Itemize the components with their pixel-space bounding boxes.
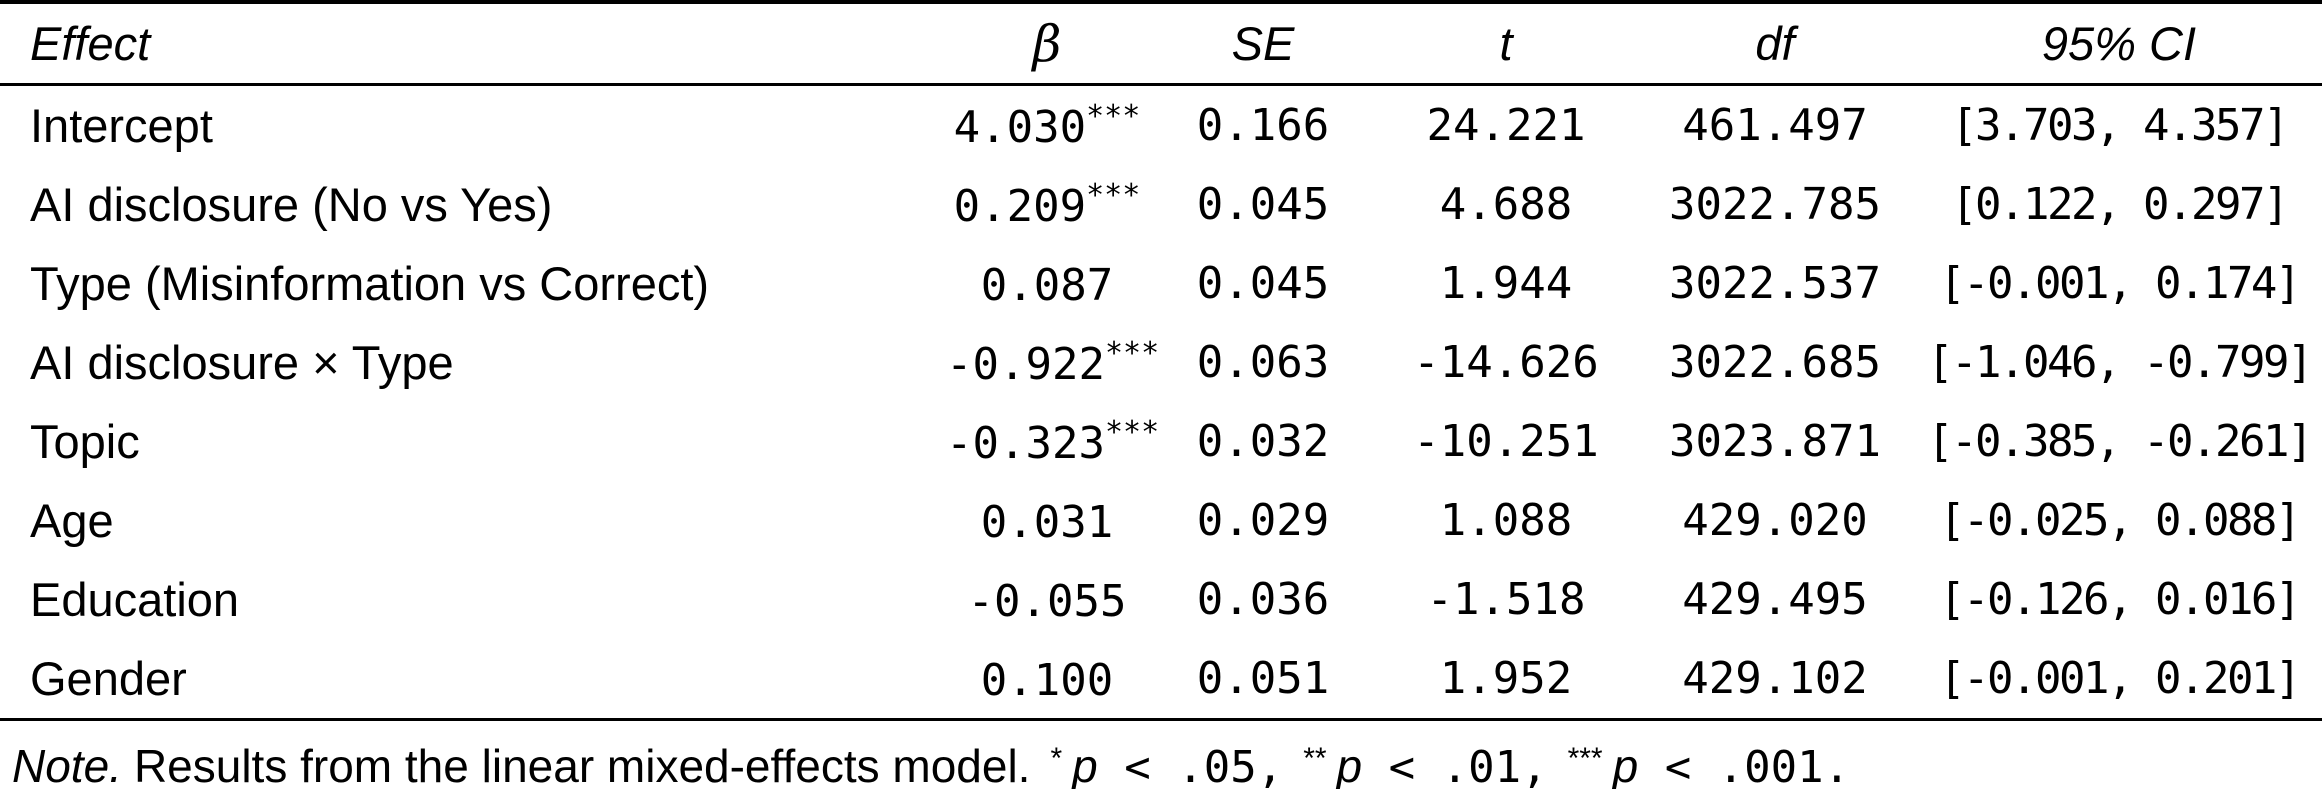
table-header: Effect β SE t df 95% CI (0, 2, 2322, 86)
beta-value: 4.030 (953, 101, 1087, 153)
p-threshold: < .01, (1362, 742, 1548, 789)
table-row: Gender 0.100 0.051 1.952 429.102 [-0.001… (0, 639, 2322, 720)
beta-value: 0.209 (953, 180, 1087, 232)
ci-cell: [0.122, 0.297] (1951, 179, 2289, 230)
se-cell: 0.045 (1196, 258, 1330, 309)
effect-cell: Gender (30, 652, 187, 705)
col-header-beta: β (946, 2, 1148, 86)
beta-value: 0.100 (980, 654, 1114, 706)
t-cell: 1.088 (1439, 495, 1573, 546)
sig-level-05: * p < .05, (1050, 740, 1283, 789)
table-row: Education -0.055 0.036 -1.518 429.495 [-… (0, 560, 2322, 639)
beta-cell: -0.323*** (946, 402, 1159, 481)
se-cell: 0.036 (1196, 574, 1330, 625)
t-cell: 4.688 (1439, 179, 1573, 230)
beta-value: 0.031 (980, 496, 1114, 548)
sig-stars: ** (1303, 742, 1327, 775)
col-header-df: df (1634, 2, 1916, 86)
p-threshold: < .05, (1097, 742, 1284, 789)
sig-stars: *** (1567, 742, 1603, 775)
table-note: Note. Results from the linear mixed-effec… (0, 731, 2322, 789)
se-cell: 0.063 (1196, 337, 1330, 388)
df-cell: 3022.685 (1669, 337, 1881, 388)
table-row: AI disclosure × Type -0.922*** 0.063 -14… (0, 323, 2322, 402)
table-body: Intercept 4.030*** 0.166 24.221 461.497 … (0, 85, 2322, 720)
beta-cell: -0.055 (946, 560, 1148, 639)
ci-cell: [-0.126, 0.016] (1939, 574, 2301, 625)
se-cell: 0.166 (1196, 100, 1330, 151)
t-cell: 24.221 (1426, 100, 1586, 151)
beta-value: -0.055 (967, 575, 1127, 627)
p-symbol: p (1612, 740, 1639, 789)
t-cell: -1.518 (1426, 574, 1586, 625)
df-cell: 461.497 (1682, 100, 1868, 151)
df-cell: 3022.785 (1669, 179, 1881, 230)
significance-stars: *** (1086, 177, 1141, 213)
note-label: Note. (12, 740, 122, 789)
effect-cell: Age (30, 494, 114, 547)
effect-cell: AI disclosure (No vs Yes) (30, 178, 553, 231)
table-row: AI disclosure (No vs Yes) 0.209*** 0.045… (0, 165, 2322, 244)
effect-cell: AI disclosure × Type (30, 336, 454, 389)
t-cell: -14.626 (1413, 337, 1599, 388)
beta-cell: 0.100 (946, 639, 1148, 720)
significance-stars: *** (1104, 335, 1160, 371)
ci-cell: [-0.025, 0.088] (1939, 495, 2301, 546)
effect-cell: Intercept (30, 99, 213, 152)
effect-cell: Type (Misinformation vs Correct) (30, 257, 710, 310)
table-row: Age 0.031 0.029 1.088 429.020 [-0.025, 0… (0, 481, 2322, 560)
beta-value: -0.922 (946, 338, 1105, 390)
header-row: Effect β SE t df 95% CI (0, 2, 2322, 86)
col-header-t: t (1378, 2, 1634, 86)
p-symbol: p (1336, 740, 1363, 789)
p-symbol: p (1072, 740, 1098, 789)
col-header-ci: 95% CI (1916, 2, 2322, 86)
col-header-effect: Effect (0, 2, 946, 86)
se-cell: 0.029 (1196, 495, 1330, 546)
t-cell: -10.251 (1413, 416, 1599, 467)
sig-level-01: ** p < .01, (1303, 740, 1547, 789)
beta-cell: 0.087 (946, 244, 1148, 323)
df-cell: 429.102 (1682, 653, 1868, 704)
beta-cell: 0.031 (946, 481, 1148, 560)
ci-cell: [-0.001, 0.174] (1939, 258, 2301, 309)
beta-cell: -0.922*** (946, 323, 1159, 402)
se-cell: 0.032 (1196, 416, 1330, 467)
beta-cell: 0.209*** (946, 165, 1148, 244)
t-cell: 1.944 (1439, 258, 1573, 309)
df-cell: 3023.871 (1669, 416, 1881, 467)
t-cell: 1.952 (1439, 653, 1573, 704)
se-cell: 0.051 (1196, 653, 1330, 704)
beta-value: 0.087 (980, 259, 1114, 311)
df-cell: 3022.537 (1669, 258, 1881, 309)
ci-cell: [-0.385, -0.261] (1927, 416, 2313, 467)
ci-cell: [-1.046, -0.799] (1927, 337, 2313, 388)
effect-cell: Topic (30, 415, 140, 468)
effect-cell: Education (30, 573, 240, 626)
effects-table: Effect β SE t df 95% CI Intercept 4.030*… (0, 0, 2322, 721)
col-header-se: SE (1148, 2, 1378, 86)
df-cell: 429.020 (1682, 495, 1868, 546)
beta-cell: 4.030*** (946, 85, 1148, 166)
df-cell: 429.495 (1682, 574, 1868, 625)
ci-cell: [3.703, 4.357] (1951, 100, 2289, 151)
table-row: Topic -0.323*** 0.032 -10.251 3023.871 [… (0, 402, 2322, 481)
note-body: Results from the linear mixed-effects mo… (133, 740, 1031, 789)
p-threshold: < .001. (1638, 742, 1851, 789)
significance-stars: *** (1086, 98, 1141, 134)
sig-level-001: *** p < .001. (1568, 740, 1851, 789)
se-cell: 0.045 (1196, 179, 1330, 230)
beta-value: -0.323 (946, 417, 1105, 469)
ci-cell: [-0.001, 0.201] (1939, 653, 2301, 704)
table-row: Intercept 4.030*** 0.166 24.221 461.497 … (0, 85, 2322, 166)
significance-stars: *** (1104, 414, 1160, 450)
sig-stars: * (1050, 742, 1063, 775)
table-row: Type (Misinformation vs Correct) 0.087 0… (0, 244, 2322, 323)
